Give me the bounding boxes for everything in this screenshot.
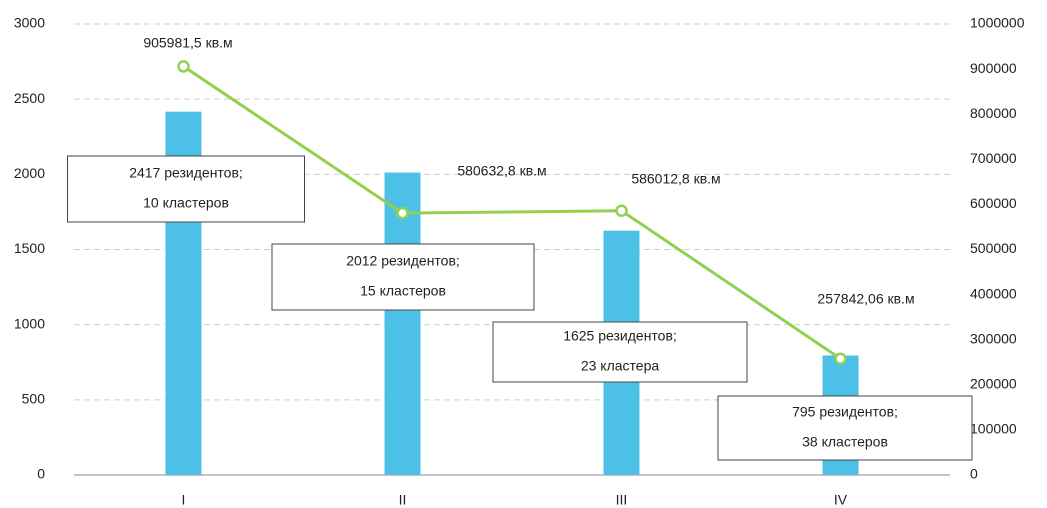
y-tick-label: 2000 [14,165,45,181]
y-tick-label: 500 [22,391,46,407]
bar [384,172,421,475]
label-box [67,155,305,223]
data-label: 10 кластеров [143,195,229,211]
data-label: 580632,8 кв.м [457,163,546,179]
y2-tick-label: 700000 [970,150,1017,166]
data-label: 23 кластера [581,358,660,374]
y2-tick-label: 200000 [970,376,1017,392]
y2-tick-label: 100000 [970,421,1017,437]
label-box [492,321,748,383]
x-tick-label: IV [834,492,848,508]
line [182,65,842,360]
y2-tick-label: 300000 [970,330,1017,346]
y2-tick-label: 0 [970,466,978,482]
data-label: 257842,06 кв.м [817,291,914,307]
y2-tick-label: 1000000 [970,15,1025,31]
x-tick-label: II [399,492,407,508]
line-point [834,352,847,365]
label-box [717,395,973,461]
y-tick-label: 1000 [14,315,45,331]
y2-tick-label: 800000 [970,105,1017,121]
data-label: 2417 резидентов; [129,165,243,181]
data-label: 2012 резидентов; [346,253,460,269]
data-label: 1625 резидентов; [563,328,677,344]
data-label: 795 резидентов; [792,404,898,420]
y2-tick-label: 500000 [970,240,1017,256]
y2-tick-label: 900000 [970,60,1017,76]
y2-tick-label: 400000 [970,285,1017,301]
data-label: 905981,5 кв.м [143,35,232,51]
y-tick-label: 2500 [14,90,45,106]
y2-tick-label: 600000 [970,195,1017,211]
y-tick-label: 1500 [14,240,45,256]
x-tick-label: I [182,492,186,508]
line-point [396,206,409,220]
data-label: 586012,8 кв.м [631,171,720,187]
x-tick-label: III [616,492,628,508]
data-label: 38 кластеров [802,434,888,450]
data-label: 15 кластеров [360,283,446,299]
line-point [615,204,628,217]
label-box [271,243,535,311]
y-tick-label: 0 [37,466,45,482]
y-tick-label: 3000 [14,15,45,31]
line-point [177,60,190,73]
